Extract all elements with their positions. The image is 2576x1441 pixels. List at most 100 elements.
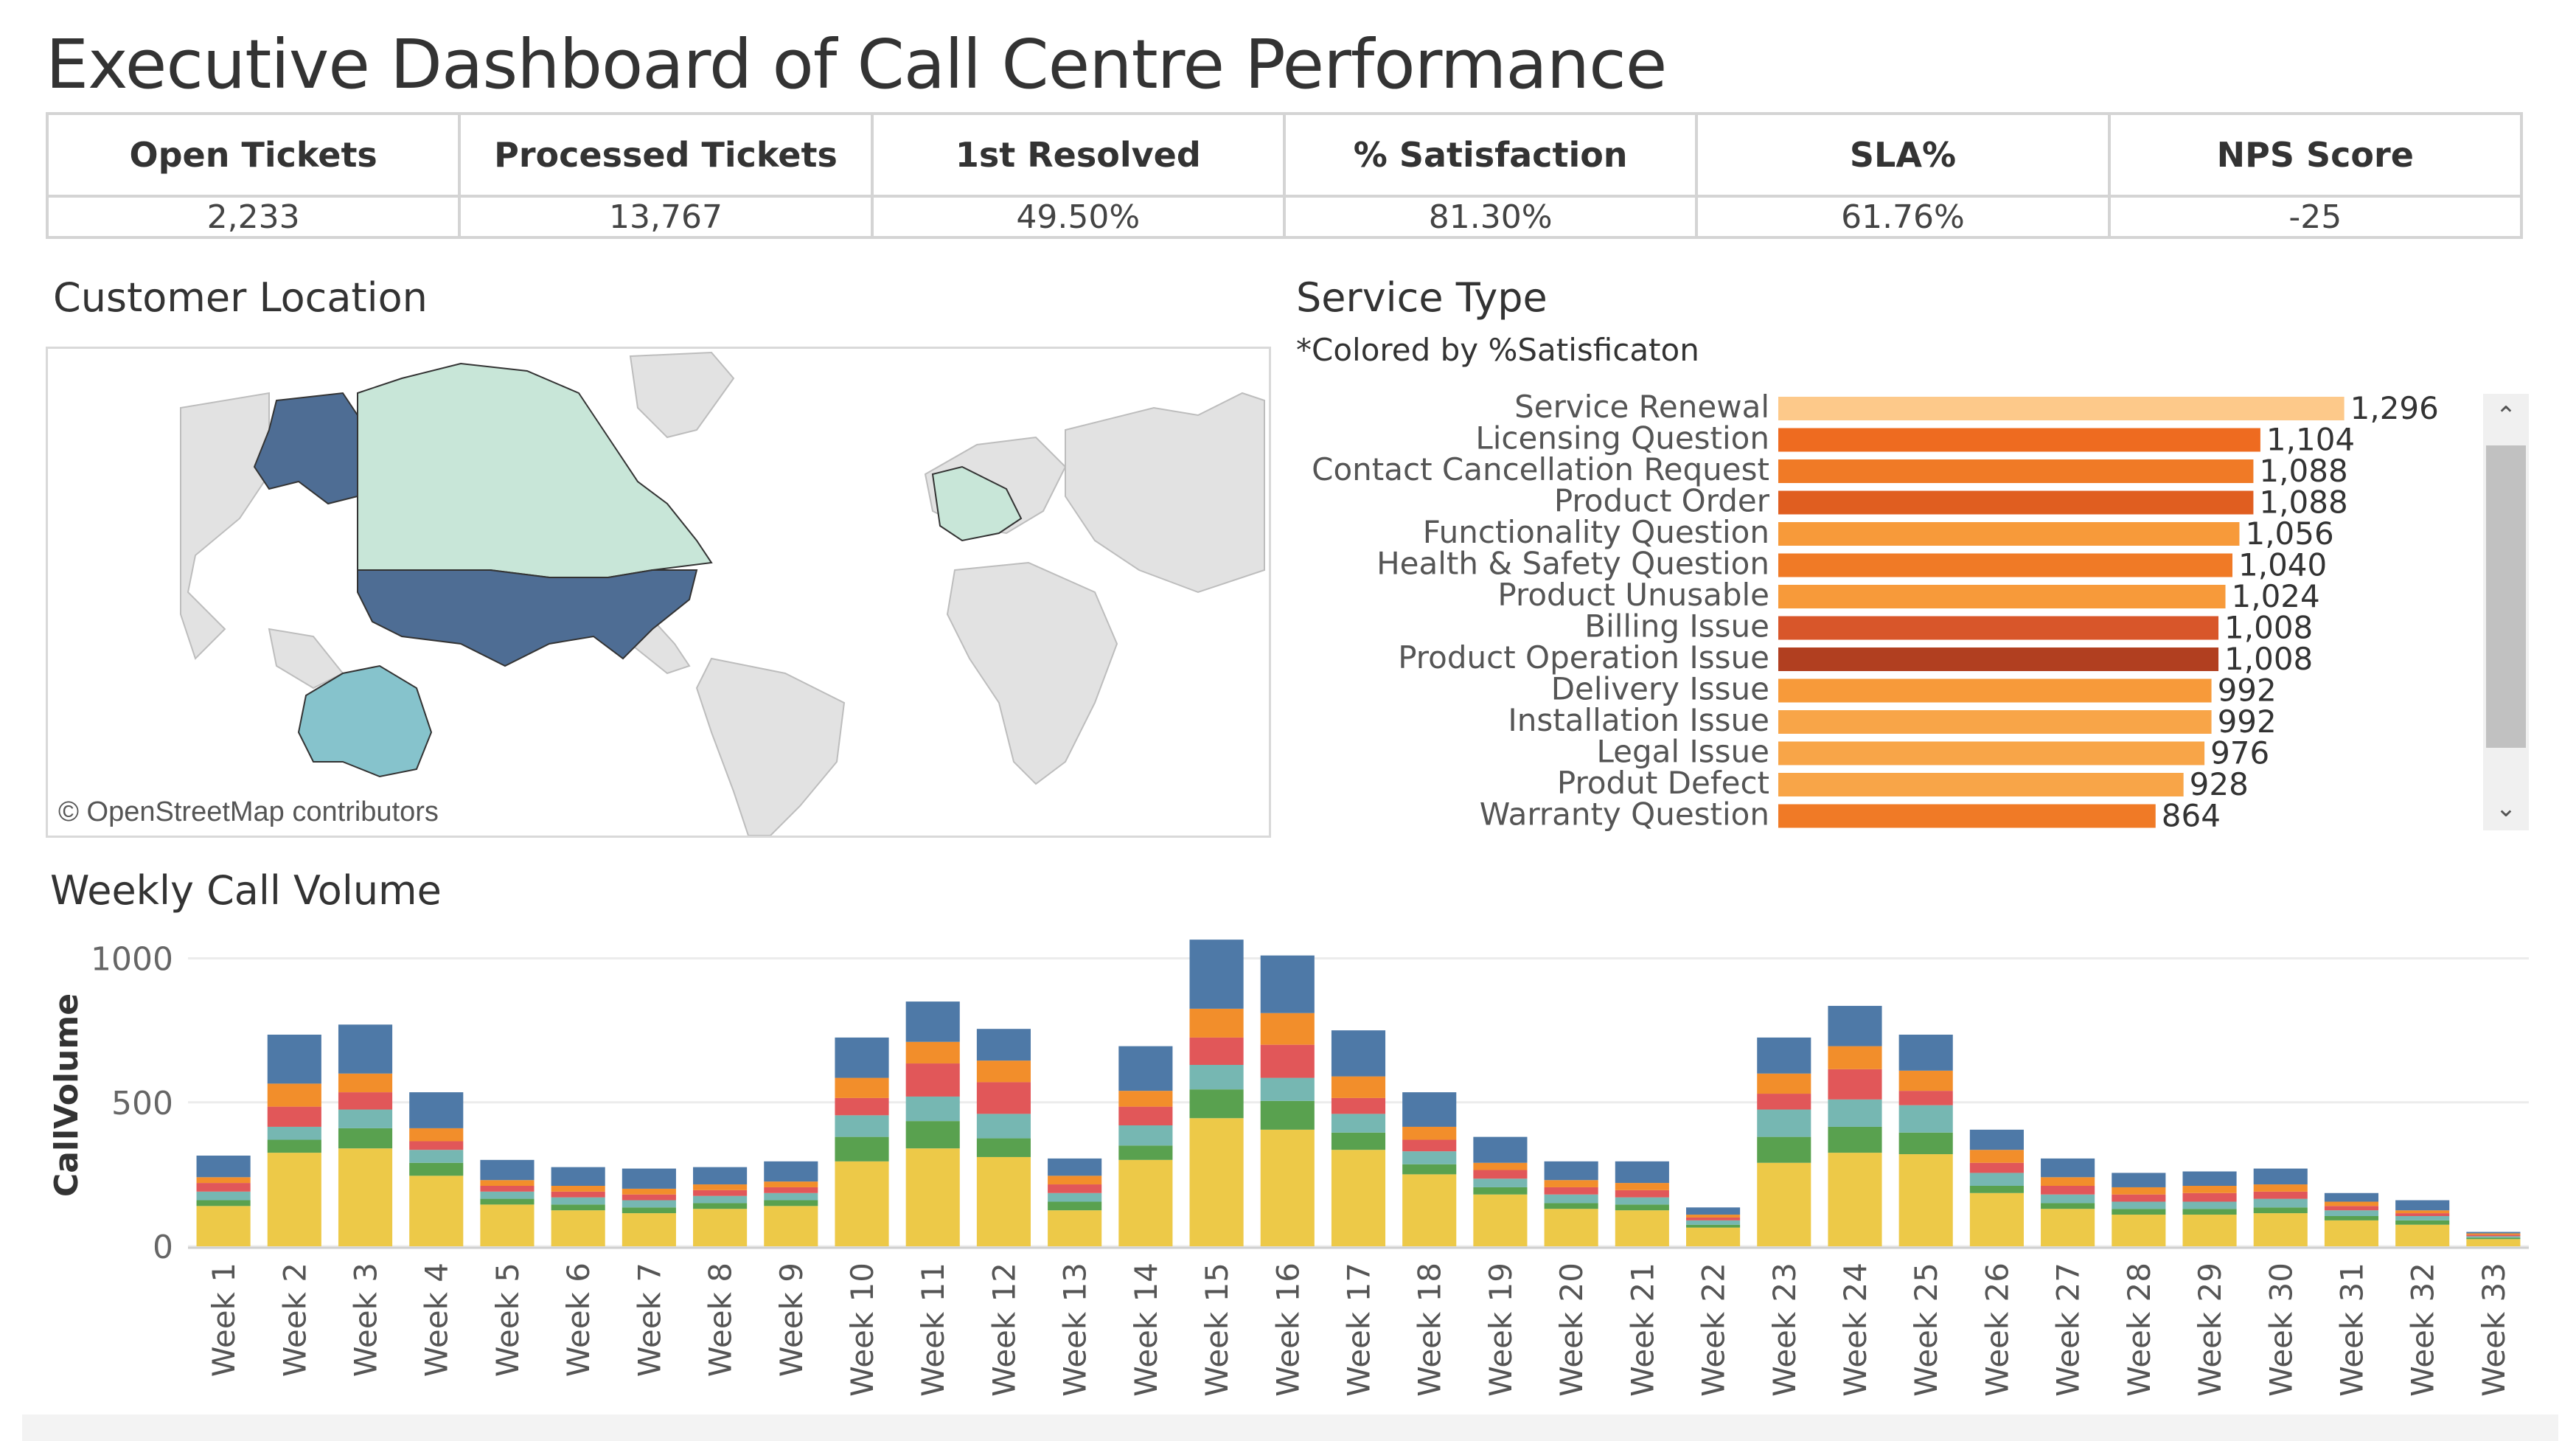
- weekly-bar-segment[interactable]: [693, 1190, 748, 1196]
- weekly-bar-segment[interactable]: [1898, 1035, 1953, 1071]
- weekly-bar-segment[interactable]: [2395, 1216, 2450, 1220]
- weekly-bar-segment[interactable]: [1402, 1126, 1457, 1140]
- weekly-bar-segment[interactable]: [1260, 1044, 1315, 1078]
- weekly-bar-segment[interactable]: [551, 1204, 605, 1211]
- weekly-bar-segment[interactable]: [976, 1138, 1031, 1157]
- weekly-bar-segment[interactable]: [1686, 1215, 1741, 1218]
- weekly-bar-segment[interactable]: [1402, 1164, 1457, 1175]
- weekly-bar-segment[interactable]: [1048, 1176, 1102, 1185]
- weekly-bar-segment[interactable]: [1402, 1092, 1457, 1127]
- weekly-bar-segment[interactable]: [1757, 1037, 1811, 1074]
- weekly-bar-segment[interactable]: [1331, 1114, 1386, 1133]
- weekly-bar-segment[interactable]: [1969, 1192, 2024, 1246]
- customer-location-map[interactable]: © OpenStreetMap contributors: [46, 347, 1271, 838]
- weekly-bar-segment[interactable]: [409, 1162, 464, 1176]
- service-type-bar[interactable]: [1778, 585, 2226, 608]
- weekly-bar-segment[interactable]: [338, 1148, 393, 1246]
- weekly-bar-segment[interactable]: [1473, 1136, 1528, 1163]
- weekly-bar-segment[interactable]: [2112, 1173, 2166, 1187]
- service-type-bar[interactable]: [1778, 616, 2219, 640]
- weekly-bar-segment[interactable]: [2182, 1201, 2237, 1209]
- service-type-bar[interactable]: [1778, 428, 2260, 452]
- weekly-bar-segment[interactable]: [1828, 1126, 1882, 1153]
- weekly-bar-segment[interactable]: [976, 1060, 1031, 1083]
- service-type-chart[interactable]: Service Renewal 1,296 Licensing Question 1,…: [1283, 383, 2477, 833]
- weekly-bar-segment[interactable]: [1898, 1091, 1953, 1105]
- weekly-bar-segment[interactable]: [2182, 1209, 2237, 1215]
- weekly-bar-segment[interactable]: [267, 1035, 321, 1084]
- weekly-bar-segment[interactable]: [196, 1177, 251, 1184]
- weekly-bar-segment[interactable]: [551, 1167, 605, 1186]
- weekly-bar-segment[interactable]: [1757, 1073, 1811, 1094]
- weekly-bar-segment[interactable]: [905, 1063, 960, 1097]
- weekly-bar-segment[interactable]: [976, 1029, 1031, 1061]
- weekly-bar-segment[interactable]: [480, 1159, 535, 1181]
- weekly-bar-segment[interactable]: [764, 1200, 818, 1206]
- weekly-bar-segment[interactable]: [622, 1188, 676, 1195]
- weekly-bar-segment[interactable]: [409, 1092, 464, 1128]
- weekly-bar-segment[interactable]: [1118, 1106, 1173, 1125]
- weekly-bar-segment[interactable]: [622, 1168, 676, 1189]
- weekly-bar-segment[interactable]: [267, 1139, 321, 1153]
- service-type-scrollbar[interactable]: ⌃ ⌄: [2483, 394, 2529, 830]
- weekly-bar-segment[interactable]: [2395, 1213, 2450, 1216]
- weekly-bar-segment[interactable]: [2041, 1203, 2095, 1209]
- weekly-bar-segment[interactable]: [1402, 1139, 1457, 1152]
- weekly-bar-segment[interactable]: [693, 1184, 748, 1190]
- weekly-bar-segment[interactable]: [2324, 1192, 2379, 1202]
- weekly-bar-segment[interactable]: [1048, 1192, 1102, 1202]
- weekly-bar-segment[interactable]: [1189, 940, 1244, 1009]
- weekly-bar-segment[interactable]: [764, 1192, 818, 1201]
- weekly-bar-segment[interactable]: [1757, 1094, 1811, 1110]
- service-type-bar[interactable]: [1778, 397, 2344, 420]
- weekly-bar-segment[interactable]: [2324, 1220, 2379, 1246]
- weekly-bar-segment[interactable]: [2112, 1215, 2166, 1246]
- weekly-bar-segment[interactable]: [2466, 1236, 2521, 1238]
- weekly-bar-segment[interactable]: [905, 1096, 960, 1122]
- weekly-bar-segment[interactable]: [338, 1109, 393, 1128]
- weekly-bar-segment[interactable]: [1048, 1210, 1102, 1246]
- weekly-bar-segment[interactable]: [1048, 1201, 1102, 1211]
- weekly-bar-segment[interactable]: [409, 1128, 464, 1142]
- weekly-bar-segment[interactable]: [480, 1186, 535, 1192]
- weekly-bar-segment[interactable]: [1615, 1204, 1669, 1211]
- weekly-bar-segment[interactable]: [2041, 1177, 2095, 1186]
- service-type-bar[interactable]: [1778, 459, 2254, 483]
- weekly-bar-segment[interactable]: [1118, 1091, 1173, 1107]
- service-type-bar[interactable]: [1778, 678, 2212, 703]
- weekly-bar-segment[interactable]: [196, 1183, 251, 1192]
- weekly-bar-segment[interactable]: [1615, 1183, 1669, 1190]
- weekly-bar-segment[interactable]: [1686, 1217, 1741, 1220]
- weekly-bar-segment[interactable]: [693, 1203, 748, 1209]
- service-type-bar[interactable]: [1778, 804, 2156, 828]
- weekly-bar-segment[interactable]: [2041, 1186, 2095, 1195]
- weekly-bar-segment[interactable]: [835, 1136, 889, 1162]
- weekly-bar-segment[interactable]: [622, 1200, 676, 1208]
- service-type-bar[interactable]: [1778, 647, 2219, 671]
- weekly-bar-segment[interactable]: [1331, 1076, 1386, 1098]
- weekly-bar-segment[interactable]: [1615, 1190, 1669, 1198]
- weekly-bar-segment[interactable]: [1473, 1178, 1528, 1187]
- weekly-bar-segment[interactable]: [2112, 1194, 2166, 1202]
- weekly-bar-segment[interactable]: [1544, 1180, 1598, 1187]
- weekly-bar-segment[interactable]: [1118, 1046, 1173, 1091]
- weekly-bar-segment[interactable]: [480, 1204, 535, 1246]
- weekly-bar-segment[interactable]: [1544, 1203, 1598, 1209]
- weekly-bar-segment[interactable]: [976, 1082, 1031, 1114]
- weekly-bar-segment[interactable]: [2466, 1235, 2521, 1237]
- weekly-bar-segment[interactable]: [2253, 1191, 2308, 1199]
- weekly-bar-segment[interactable]: [1544, 1161, 1598, 1181]
- service-type-bar[interactable]: [1778, 490, 2254, 515]
- weekly-bar-segment[interactable]: [1473, 1162, 1528, 1170]
- weekly-bar-segment[interactable]: [196, 1156, 251, 1178]
- weekly-bar-segment[interactable]: [1898, 1132, 1953, 1155]
- weekly-bar-segment[interactable]: [1260, 1077, 1315, 1101]
- weekly-bar-segment[interactable]: [1260, 955, 1315, 1013]
- scrollbar-thumb[interactable]: [2486, 445, 2526, 748]
- weekly-bar-segment[interactable]: [1260, 1129, 1315, 1246]
- weekly-bar-segment[interactable]: [267, 1106, 321, 1127]
- weekly-bar-segment[interactable]: [2041, 1209, 2095, 1246]
- scroll-down-icon[interactable]: ⌄: [2495, 794, 2517, 822]
- weekly-bar-segment[interactable]: [1898, 1070, 1953, 1091]
- weekly-bar-segment[interactable]: [1969, 1150, 2024, 1163]
